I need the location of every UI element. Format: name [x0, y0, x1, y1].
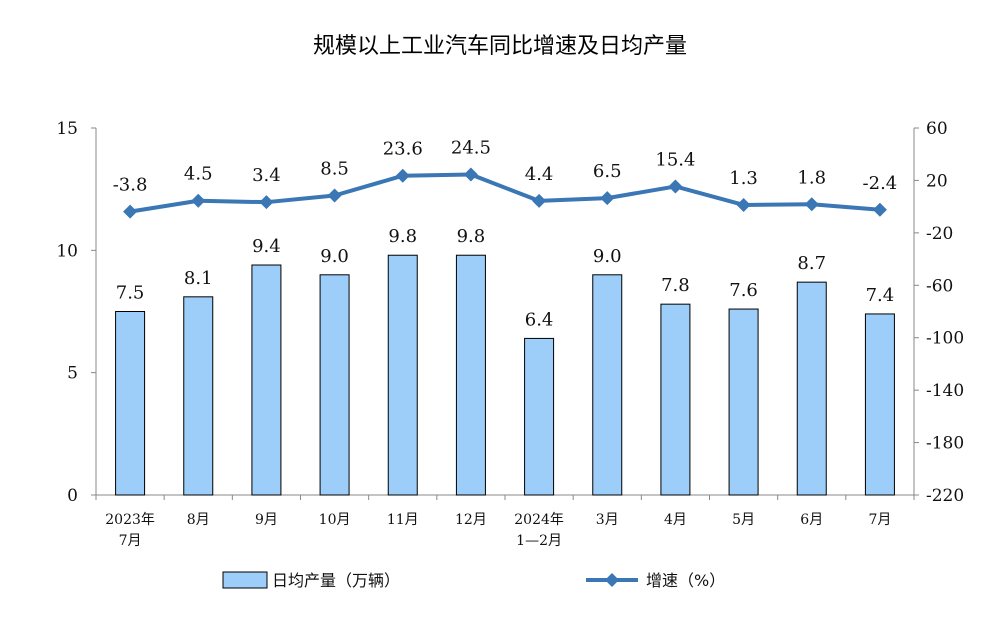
line-point: [327, 188, 342, 203]
legend-line-label: 增速（%）: [646, 571, 725, 590]
x-tick-label: 10月: [319, 512, 351, 528]
bar-value-label: 9.0: [320, 246, 349, 267]
line-point: [872, 202, 887, 217]
x-tick-label: 11月: [387, 512, 419, 528]
x-axis: 2023年 7月 8月 9月 10月 11月 12月 2024年 1—2月 3月 4月 5月 6月 7月: [95, 494, 915, 549]
line-point: [668, 179, 683, 194]
bar-value-label: 7.5: [116, 283, 145, 304]
bar: [387, 254, 418, 496]
line-value-label: 23.6: [383, 139, 423, 160]
bar: [660, 303, 691, 496]
right-axis: -220 -180 -140 -100 -60 -20 20 60: [913, 119, 964, 506]
bar: [319, 274, 350, 496]
bar-value-label: 8.7: [797, 253, 826, 274]
x-tick-label: 8月: [187, 512, 210, 528]
line-point: [600, 191, 615, 206]
x-tick-label: 7月: [119, 533, 142, 549]
bar-value-label: 9.8: [457, 226, 486, 247]
right-tick-label: -180: [926, 434, 964, 454]
line-value-label: 8.5: [320, 159, 349, 180]
line-point: [532, 193, 547, 208]
line-value-label: 4.5: [184, 164, 213, 185]
bar: [455, 254, 486, 496]
legend-line-marker: [605, 573, 619, 587]
bar-value-label: 7.4: [866, 285, 895, 306]
bar: [183, 296, 214, 496]
legend: 日均产量（万辆） 增速（%）: [222, 571, 725, 590]
right-tick-label: -220: [926, 486, 964, 506]
left-tick-label: 15: [56, 119, 78, 139]
x-tick-label: 2023年: [105, 512, 155, 528]
line-point: [395, 168, 410, 183]
bar-value-label: 7.8: [661, 275, 690, 296]
bar: [115, 311, 146, 496]
line-value-label: 1.8: [797, 167, 826, 188]
bar: [524, 337, 555, 496]
left-tick-label: 0: [67, 486, 78, 506]
bar: [592, 274, 623, 496]
line-point: [191, 193, 206, 208]
line-value-label: 6.5: [593, 161, 622, 182]
left-axis: 0 5 10 15: [56, 119, 97, 506]
line-value-label: 1.3: [729, 168, 758, 189]
line-point: [463, 167, 478, 182]
x-tick-label: 4月: [664, 512, 687, 528]
bar-value-label: 9.8: [388, 226, 417, 247]
line-point: [259, 195, 274, 210]
right-tick-label: -140: [926, 381, 964, 401]
right-tick-label: 20: [926, 171, 948, 191]
right-tick-label: -20: [926, 224, 953, 244]
line-value-label: 4.4: [525, 164, 554, 185]
line-point: [123, 204, 138, 219]
right-tick-label: -60: [926, 276, 953, 296]
chart-title: 规模以上工业汽车同比增速及日均产量: [313, 34, 687, 59]
bar-value-label: 7.6: [729, 280, 758, 301]
line-series: -3.8 4.5 3.4 8.5 23.6 24.5 4.4 6.5 15.4 1.3 1.8 -2.…: [113, 138, 898, 219]
growth-line: [129, 172, 881, 214]
line-value-label: 3.4: [252, 165, 281, 186]
x-tick-label: 12月: [455, 512, 487, 528]
x-tick-label: 5月: [732, 512, 755, 528]
legend-bar-label: 日均产量（万辆）: [272, 571, 400, 590]
bar: [251, 264, 282, 496]
x-tick-label: 3月: [596, 512, 619, 528]
bar-series: 7.5 8.1 9.4 9.0 9.8 9.8 6.4 9.0 7.8 7.6 8.7 7.4: [115, 226, 895, 496]
line-point: [804, 197, 819, 212]
x-tick-label: 9月: [255, 512, 278, 528]
line-value-label: 15.4: [655, 149, 695, 170]
x-tick-label: 6月: [800, 512, 823, 528]
bar: [728, 308, 759, 496]
line-value-label: -3.8: [113, 175, 148, 196]
bar-value-label: 6.4: [525, 309, 554, 330]
x-tick-label: 1—2月: [516, 533, 562, 549]
x-tick-label: 7月: [868, 512, 891, 528]
bar: [864, 313, 895, 496]
line-value-label: 24.5: [451, 138, 491, 159]
bar: [796, 281, 827, 496]
bar-value-label: 8.1: [184, 268, 213, 289]
left-tick-label: 5: [67, 364, 78, 384]
line-value-label: -2.4: [863, 173, 898, 194]
bar-value-label: 9.4: [252, 236, 281, 257]
left-tick-label: 10: [56, 241, 78, 261]
legend-bar-swatch: [222, 571, 268, 589]
x-tick-label: 2024年: [514, 512, 564, 528]
right-tick-label: -100: [926, 329, 964, 349]
line-point: [736, 197, 751, 212]
bar-value-label: 9.0: [593, 246, 622, 267]
right-tick-label: 60: [926, 119, 948, 139]
